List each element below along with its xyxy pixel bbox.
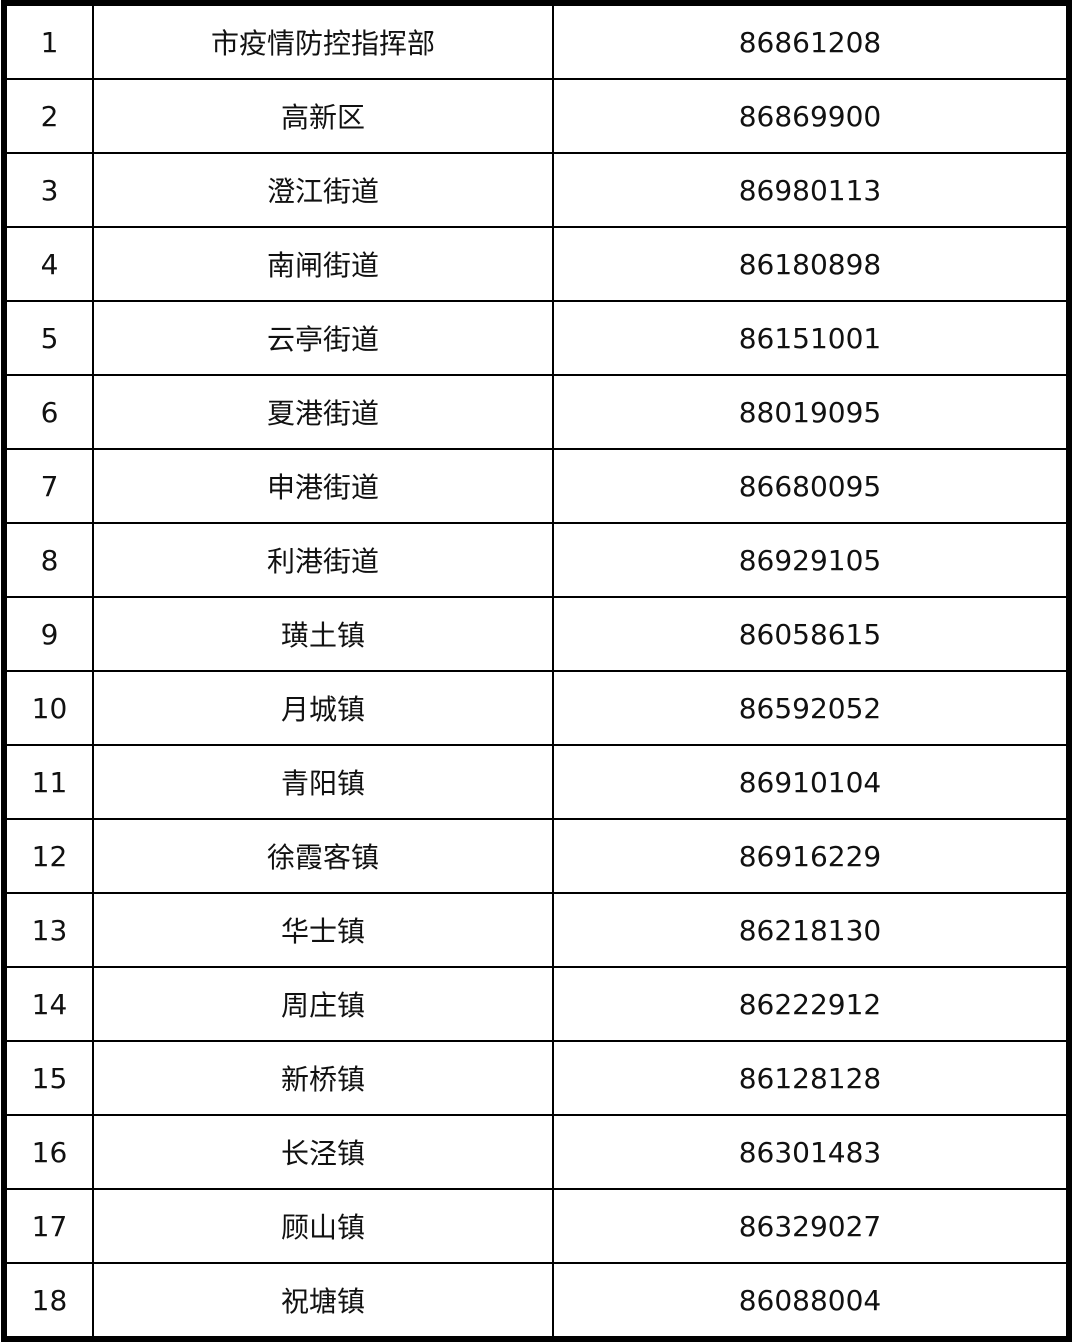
unit-name: 利港街道	[92, 522, 554, 598]
table-row: 13 华士镇 86218130	[3, 892, 1070, 968]
unit-name: 月城镇	[92, 670, 554, 746]
phone-number: 86680095	[552, 448, 1070, 524]
unit-name: 新桥镇	[92, 1040, 554, 1116]
table-row: 1 市疫情防控指挥部 86861208	[3, 2, 1070, 80]
phone-number: 86929105	[552, 522, 1070, 598]
row-number: 3	[3, 152, 94, 228]
table-row: 10 月城镇 86592052	[3, 670, 1070, 746]
unit-name: 长泾镇	[92, 1114, 554, 1190]
phone-number: 86222912	[552, 966, 1070, 1042]
table-row: 15 新桥镇 86128128	[3, 1040, 1070, 1116]
row-number: 18	[3, 1262, 94, 1340]
unit-name: 徐霞客镇	[92, 818, 554, 894]
unit-name: 市疫情防控指挥部	[92, 2, 554, 80]
unit-name: 澄江街道	[92, 152, 554, 228]
unit-name: 青阳镇	[92, 744, 554, 820]
table-row: 3 澄江街道 86980113	[3, 152, 1070, 228]
row-number: 14	[3, 966, 94, 1042]
table-body: 1 市疫情防控指挥部 86861208 2 高新区 86869900 3 澄江街道 869801…	[3, 2, 1070, 1340]
row-number: 7	[3, 448, 94, 524]
phone-number: 86218130	[552, 892, 1070, 968]
row-number: 17	[3, 1188, 94, 1264]
row-number: 16	[3, 1114, 94, 1190]
table-row: 2 高新区 86869900	[3, 78, 1070, 154]
unit-name: 南闸街道	[92, 226, 554, 302]
phone-number: 86869900	[552, 78, 1070, 154]
row-number: 11	[3, 744, 94, 820]
row-number: 1	[3, 2, 94, 80]
table-row: 11 青阳镇 86910104	[3, 744, 1070, 820]
phone-number: 86088004	[552, 1262, 1070, 1340]
unit-name: 高新区	[92, 78, 554, 154]
phone-number: 86329027	[552, 1188, 1070, 1264]
unit-name: 周庄镇	[92, 966, 554, 1042]
row-number: 12	[3, 818, 94, 894]
unit-name: 夏港街道	[92, 374, 554, 450]
table-row: 9 璜土镇 86058615	[3, 596, 1070, 672]
table-row: 17 顾山镇 86329027	[3, 1188, 1070, 1264]
row-number: 6	[3, 374, 94, 450]
table-row: 6 夏港街道 88019095	[3, 374, 1070, 450]
row-number: 15	[3, 1040, 94, 1116]
phone-number: 86301483	[552, 1114, 1070, 1190]
phone-number: 86058615	[552, 596, 1070, 672]
phone-number: 86128128	[552, 1040, 1070, 1116]
row-number: 4	[3, 226, 94, 302]
phone-number: 86592052	[552, 670, 1070, 746]
phone-number: 88019095	[552, 374, 1070, 450]
unit-name: 申港街道	[92, 448, 554, 524]
phone-number: 86861208	[552, 2, 1070, 80]
table-row: 7 申港街道 86680095	[3, 448, 1070, 524]
phone-number: 86980113	[552, 152, 1070, 228]
phone-number: 86180898	[552, 226, 1070, 302]
row-number: 2	[3, 78, 94, 154]
phone-number: 86916229	[552, 818, 1070, 894]
unit-name: 璜土镇	[92, 596, 554, 672]
unit-name: 云亭街道	[92, 300, 554, 376]
unit-name: 祝塘镇	[92, 1262, 554, 1340]
table-row: 16 长泾镇 86301483	[3, 1114, 1070, 1190]
row-number: 9	[3, 596, 94, 672]
phone-number: 86910104	[552, 744, 1070, 820]
table-row: 8 利港街道 86929105	[3, 522, 1070, 598]
table-row: 14 周庄镇 86222912	[3, 966, 1070, 1042]
table-row: 12 徐霞客镇 86916229	[3, 818, 1070, 894]
phone-number: 86151001	[552, 300, 1070, 376]
row-number: 5	[3, 300, 94, 376]
row-number: 10	[3, 670, 94, 746]
table-row: 18 祝塘镇 86088004	[3, 1262, 1070, 1340]
table-row: 5 云亭街道 86151001	[3, 300, 1070, 376]
table-row: 4 南闸街道 86180898	[3, 226, 1070, 302]
row-number: 8	[3, 522, 94, 598]
unit-name: 顾山镇	[92, 1188, 554, 1264]
unit-name: 华士镇	[92, 892, 554, 968]
row-number: 13	[3, 892, 94, 968]
